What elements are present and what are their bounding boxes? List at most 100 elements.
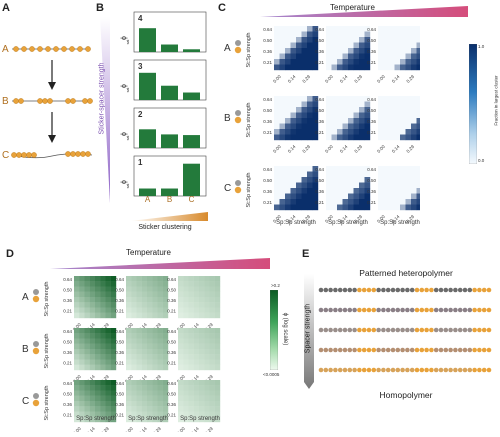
heatmap-cell: [84, 406, 90, 412]
heatmap-cell: [353, 193, 360, 200]
spacer-bead: [328, 347, 333, 353]
heatmap-cell: [100, 291, 106, 298]
heatmap-cell: [89, 276, 96, 282]
heatmap-cell: [152, 380, 158, 386]
heatmap-c-1: [74, 380, 117, 423]
heatmap-cell: [131, 406, 137, 412]
heatmap-cell: [209, 395, 215, 402]
heatmap-cell: [74, 343, 80, 350]
heatmap-cell: [131, 291, 137, 298]
heatmap-cell: [89, 312, 96, 319]
ytick: 0.50: [63, 288, 72, 293]
heatmap-cell: [188, 380, 194, 386]
panel-d-xlabel: Sp:Sp strength: [180, 416, 220, 422]
heatmap-cell: [204, 364, 210, 371]
heatmap-cell: [389, 59, 395, 65]
heatmap-cell: [193, 385, 200, 391]
spacer-bead: [385, 327, 391, 333]
heatmap-cell: [290, 96, 297, 102]
heatmap-cell: [359, 177, 365, 183]
spacer-bead: [467, 347, 473, 353]
heatmap-cell: [383, 96, 390, 102]
heatmap-cell: [301, 199, 308, 205]
heatmap-cell: [400, 188, 406, 194]
heatmap-cell: [378, 59, 384, 65]
heatmap-cell: [79, 380, 85, 386]
heatmap-cell: [337, 42, 343, 49]
heatmap-cell: [394, 188, 401, 194]
heatmap-cell: [105, 354, 111, 360]
heatmap-cell: [411, 96, 417, 102]
heatmap-cell: [337, 204, 343, 211]
grid-ylabel: St:Sp strength: [44, 386, 50, 421]
ytick: 0.36: [63, 298, 72, 303]
ytick: 0.64: [263, 167, 272, 172]
heatmap-cell: [411, 53, 417, 60]
heatmap-cell: [326, 107, 332, 113]
heatmap-cell: [89, 406, 96, 412]
heatmap-cell: [342, 26, 349, 32]
ytick: 0.36: [63, 350, 72, 355]
heatmap-cell: [296, 118, 302, 124]
heatmap-cell: [405, 26, 412, 32]
panel-e-chain-4: [318, 347, 492, 353]
ytick: 0.64: [167, 277, 176, 282]
heatmap-cell: [416, 42, 423, 49]
sticker-bead: [361, 327, 367, 333]
spacer-bead: [457, 307, 463, 313]
heatmap-c-2: [326, 166, 371, 211]
heatmap-cell: [331, 171, 338, 178]
heatmap-cell: [359, 48, 365, 54]
molecule-gray: [33, 341, 39, 347]
heatmap-cell: [95, 390, 101, 396]
heatmap-cell: [141, 312, 148, 319]
heatmap-cell: [79, 291, 85, 298]
heatmap-cell: [89, 343, 96, 350]
heatmap-cell: [337, 48, 343, 54]
panel-c-temp-label: Temperature: [330, 3, 375, 12]
panel-d-cbar-min: <0.0005: [263, 372, 280, 377]
heatmap-cell: [95, 286, 101, 292]
heatmap-cell: [359, 37, 365, 43]
heatmap-cell: [89, 281, 96, 287]
heatmap-cell: [337, 188, 343, 194]
spacer-bead: [443, 287, 449, 293]
heatmap-cell: [152, 286, 158, 292]
heatmap-cell: [326, 31, 332, 38]
heatmap-cell: [110, 349, 117, 355]
ytick: 0.50: [367, 108, 376, 113]
heatmap-cell: [147, 401, 153, 407]
heatmap-cell: [312, 182, 319, 189]
heatmap-cell: [183, 291, 189, 298]
heatmap-cell: [411, 193, 417, 200]
heatmap-cell: [183, 343, 189, 350]
heatmap-cell: [193, 343, 200, 350]
heatmap-cell: [279, 177, 286, 183]
heatmap-cell: [74, 338, 80, 344]
sticker-bead: [357, 327, 362, 333]
heatmap-cell: [312, 59, 319, 65]
heatmap-cell: [405, 129, 412, 135]
heatmap-cell: [285, 118, 291, 124]
heatmap-cell: [131, 328, 137, 334]
heatmap-cell: [136, 390, 142, 396]
ytick: 0.21: [315, 200, 324, 205]
xtick: 0.29: [405, 74, 415, 84]
heatmap-cell: [79, 297, 85, 303]
heatmap-cell: [337, 107, 343, 113]
heatmap-cell: [209, 338, 215, 344]
grid-ylabel: St:Sp strength: [246, 103, 252, 138]
heatmap-cell: [353, 134, 360, 141]
sticker-bead: [477, 307, 482, 313]
heatmap-cell: [193, 359, 200, 365]
ytick: 0.21: [115, 361, 124, 366]
panel-a-row-b: B: [2, 96, 9, 107]
heatmap-cell: [147, 338, 153, 344]
heatmap-cell: [296, 59, 302, 65]
heatmap-cell: [152, 343, 158, 350]
heatmap-cell: [136, 380, 142, 386]
spacer-bead: [323, 327, 329, 333]
heatmap-cell: [152, 307, 158, 313]
spacer-bead: [342, 287, 348, 293]
heatmap-cell: [193, 364, 200, 371]
